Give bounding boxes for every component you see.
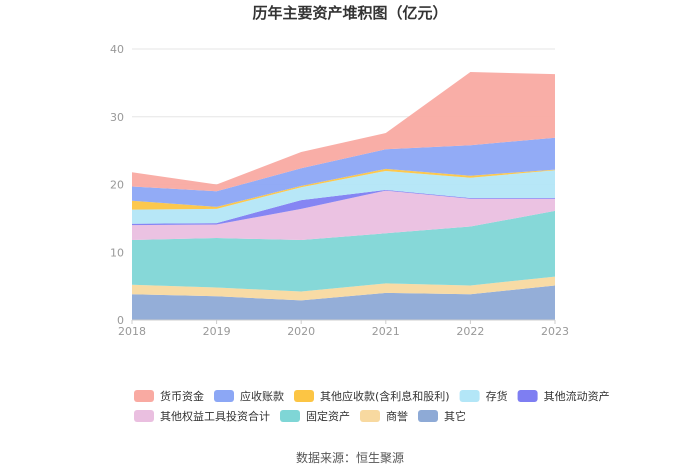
y-tick-label: 30 — [110, 111, 124, 124]
x-tick-label: 2018 — [118, 325, 146, 338]
y-tick-label: 40 — [110, 43, 124, 56]
area-series-6 — [132, 168, 555, 210]
axes: 0 10 20 30 40 2018 2019 2020 2021 2022 2023 — [110, 43, 569, 338]
chart-title: 历年主要资产堆积图（亿元） — [252, 4, 447, 22]
x-tick-label: 2022 — [456, 325, 484, 338]
area-series-3 — [132, 190, 555, 241]
y-tick-label: 0 — [117, 314, 124, 327]
x-tick-label: 2019 — [203, 325, 231, 338]
legend-label: 货币资金 — [160, 389, 204, 403]
legend-swatch — [517, 390, 538, 402]
y-tick-label: 20 — [110, 179, 124, 192]
legend-swatch — [280, 410, 300, 422]
legend-swatch — [294, 390, 314, 402]
area-series-2 — [132, 210, 555, 292]
area-series-7 — [132, 137, 555, 207]
legend-swatch — [214, 390, 234, 402]
x-tick-label: 2020 — [287, 325, 315, 338]
legend-label: 其他权益工具投资合计 — [160, 409, 270, 423]
area-series — [132, 72, 555, 320]
legend-label: 其他应收款(含利息和股利) — [320, 389, 450, 403]
legend-swatch — [459, 390, 480, 402]
area-series-5 — [132, 170, 555, 224]
data-source-note: 数据来源：恒生聚源 — [296, 450, 404, 465]
area-series-4 — [132, 189, 555, 226]
area-series-0 — [132, 285, 555, 320]
x-tick-label: 2021 — [372, 325, 400, 338]
legend-label: 存货 — [486, 389, 508, 403]
legend-label: 其它 — [444, 409, 466, 423]
area-series-8 — [132, 72, 555, 192]
y-tick-label: 10 — [110, 246, 124, 259]
legend-label: 固定资产 — [306, 409, 350, 423]
legend-swatch — [134, 390, 154, 402]
x-tick-label: 2023 — [541, 325, 569, 338]
legend-label: 应收账款 — [240, 389, 284, 403]
legend-swatch — [418, 410, 438, 422]
legend-swatch — [134, 410, 154, 422]
legend-swatch — [360, 410, 380, 422]
legend-label: 商誉 — [386, 409, 408, 423]
area-series-1 — [132, 276, 555, 301]
legend-label: 其他流动资产 — [544, 389, 610, 403]
